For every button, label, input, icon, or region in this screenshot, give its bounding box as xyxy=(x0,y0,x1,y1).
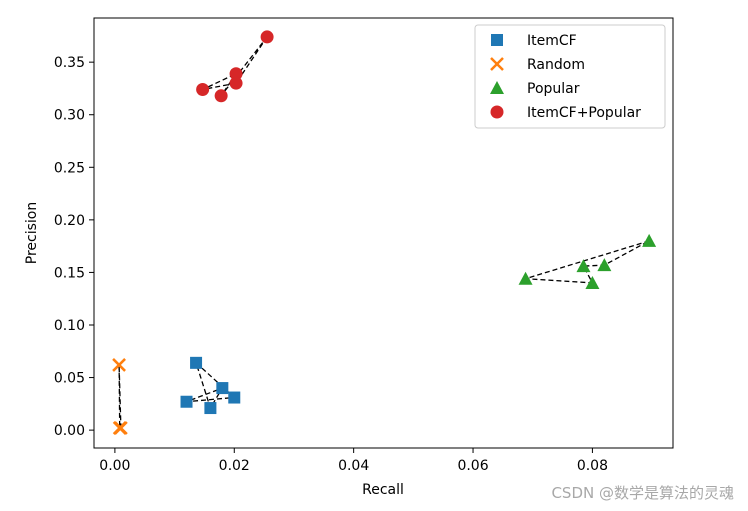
connector-random xyxy=(118,364,122,429)
connector-itemcf-popular xyxy=(202,36,268,97)
legend: ItemCF Random Popular ItemCF+Popular xyxy=(474,24,666,129)
x-axis-label: Recall xyxy=(362,482,404,498)
point-itemcf-popular-4 xyxy=(196,82,210,96)
watermark-text: CSDN @数学是算法的灵魂 xyxy=(551,484,734,502)
legend-label-itemcf-popular: ItemCF+Popular xyxy=(527,105,641,121)
point-itemcf-popular-3 xyxy=(229,76,243,90)
legend-marker-random xyxy=(490,57,504,71)
legend-label-random: Random xyxy=(527,57,585,73)
y-tick-label: 0.30 xyxy=(54,108,85,124)
point-popular-3 xyxy=(576,259,591,273)
x-axis-ticks: 0.00 0.02 0.04 0.06 0.08 xyxy=(99,448,608,474)
legend-box xyxy=(474,24,666,129)
plot-frame xyxy=(93,17,674,449)
connector-popular xyxy=(525,240,650,284)
point-popular-5 xyxy=(518,271,533,285)
y-tick-label: 0.00 xyxy=(54,423,85,439)
legend-marker-popular xyxy=(490,81,504,94)
y-tick-label: 0.15 xyxy=(54,265,85,281)
legend-marker-itemcf xyxy=(491,34,503,46)
point-itemcf-5 xyxy=(180,395,193,408)
y-tick-label: 0.10 xyxy=(54,318,85,334)
x-tick-label: 0.02 xyxy=(219,458,250,474)
data-markers xyxy=(112,30,657,435)
point-popular-4 xyxy=(585,275,600,289)
x-tick-label: 0.08 xyxy=(577,458,608,474)
point-itemcf-4 xyxy=(204,402,217,415)
point-random-1 xyxy=(112,358,126,372)
y-axis-label: Precision xyxy=(24,202,40,264)
x-tick-label: 0.06 xyxy=(457,458,488,474)
point-random-3 xyxy=(113,421,128,435)
legend-marker-itemcf-popular xyxy=(490,105,504,119)
point-itemcf-popular-2 xyxy=(229,67,243,81)
point-itemcf-popular-1 xyxy=(260,30,274,44)
y-tick-label: 0.25 xyxy=(54,160,85,176)
y-axis-ticks: 0.00 0.05 0.10 0.15 0.20 0.25 0.30 0.35 xyxy=(54,55,94,439)
point-popular-2 xyxy=(597,258,612,272)
point-itemcf-1 xyxy=(190,356,203,369)
legend-label-itemcf: ItemCF xyxy=(527,33,577,49)
y-tick-label: 0.35 xyxy=(54,55,85,71)
legend-label-popular: Popular xyxy=(527,81,580,97)
point-itemcf-popular-5 xyxy=(214,89,228,103)
point-itemcf-3 xyxy=(228,391,241,404)
y-tick-label: 0.05 xyxy=(54,371,85,387)
x-tick-label: 0.04 xyxy=(338,458,369,474)
x-tick-label: 0.00 xyxy=(99,458,130,474)
point-popular-1 xyxy=(642,233,657,247)
y-tick-label: 0.20 xyxy=(54,213,85,229)
point-itemcf-2 xyxy=(216,382,229,395)
